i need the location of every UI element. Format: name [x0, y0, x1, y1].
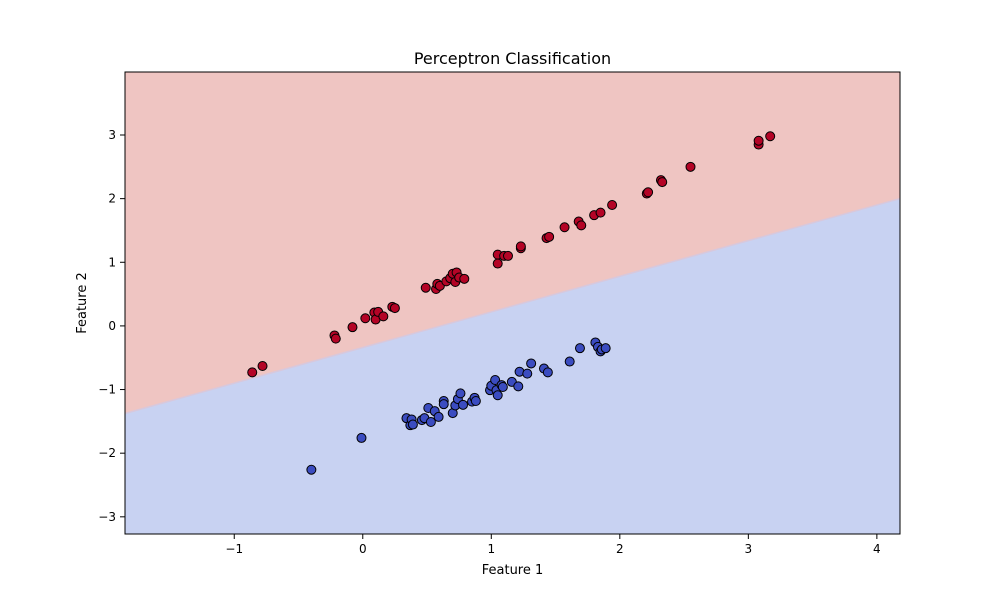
data-point-upper: [330, 333, 341, 344]
axes: −1 0 1 2 3 4 −3 −2 −1 0 1 2 3: [98, 71, 901, 556]
data-point-lower: [574, 343, 585, 354]
data-point-lower: [490, 375, 501, 385]
data-point-upper: [503, 250, 514, 261]
y-tick-label: −1: [98, 383, 116, 397]
chart-title: Perceptron Classification: [414, 49, 611, 68]
data-point-upper: [607, 200, 618, 210]
data-point-upper: [685, 161, 696, 172]
data-point-lower: [492, 390, 503, 401]
data-point-upper: [559, 222, 570, 233]
series-upper-points: [247, 131, 776, 378]
data-point-lower: [526, 358, 537, 369]
y-axis-label: Feature 2: [75, 272, 90, 334]
x-tick-label: 0: [359, 542, 367, 556]
data-point-upper: [643, 187, 654, 198]
data-point-upper: [515, 241, 526, 252]
y-tick-label: 0: [108, 319, 116, 333]
data-point-lower: [564, 356, 575, 367]
data-point-lower: [433, 411, 444, 422]
y-tick-label: 1: [108, 255, 116, 269]
data-point-lower: [497, 382, 508, 392]
data-point-lower: [306, 464, 317, 475]
x-tick-label: 4: [873, 542, 881, 556]
y-tick-label: 2: [108, 192, 116, 206]
data-point-lower: [458, 399, 469, 410]
data-point-upper: [657, 177, 668, 188]
data-point-upper: [257, 361, 268, 371]
data-point-upper: [765, 131, 776, 142]
region-upper: [125, 72, 900, 414]
data-point-upper: [595, 207, 606, 218]
data-point-upper: [420, 282, 431, 293]
x-axis-label: Feature 1: [482, 563, 544, 578]
data-point-lower: [600, 343, 611, 354]
plot-area: [125, 72, 900, 534]
data-point-upper: [753, 135, 764, 146]
data-point-lower: [522, 368, 533, 379]
data-point-upper: [544, 231, 555, 242]
data-point-lower: [438, 399, 449, 410]
x-tick-label: 1: [487, 542, 495, 556]
data-point-upper: [247, 367, 258, 378]
y-tick-label: −3: [98, 510, 116, 524]
y-tick-label: −2: [98, 446, 116, 460]
data-point-upper: [576, 220, 587, 231]
x-tick-label: −1: [225, 542, 243, 556]
data-point-lower: [455, 388, 466, 399]
data-point-lower: [356, 432, 367, 443]
x-tick-label: 3: [745, 542, 753, 556]
data-point-lower: [470, 396, 481, 406]
data-point-upper: [347, 322, 358, 333]
y-tick-label: 3: [108, 128, 116, 142]
plot-frame: [124, 71, 901, 535]
data-point-upper: [459, 273, 470, 284]
decision-boundary: [125, 197, 900, 415]
data-point-lower: [542, 367, 553, 378]
data-point-upper: [389, 303, 400, 314]
data-point-lower: [513, 381, 524, 392]
series-lower-points: [306, 337, 611, 475]
data-point-lower: [425, 417, 436, 427]
data-point-upper: [492, 258, 503, 269]
x-tick-label: 2: [616, 542, 624, 556]
data-point-lower: [407, 419, 418, 430]
data-point-upper: [378, 311, 389, 322]
data-point-upper: [360, 313, 371, 324]
